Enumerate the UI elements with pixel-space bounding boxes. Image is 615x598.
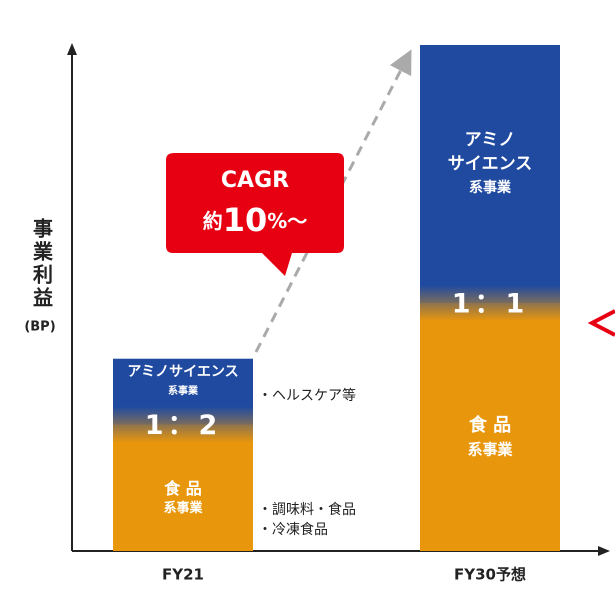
segment-label: 食 品 <box>163 479 202 498</box>
callout-title: CAGR <box>221 168 289 193</box>
ratio-label: 1：2 <box>145 410 222 441</box>
cropped-arrow <box>587 309 615 337</box>
callout-number: 10 <box>223 201 268 239</box>
callout-suffix: %～ <box>267 209 307 233</box>
bar-segment <box>420 45 560 304</box>
segment-label: アミノ <box>465 130 516 150</box>
segment-label: 系事業 <box>163 500 203 516</box>
bar-segment <box>113 424 253 551</box>
segment-label: 系事業 <box>467 441 513 459</box>
callout-text: 約10%～ <box>203 201 308 239</box>
y-axis-unit: (BP) <box>24 320 55 335</box>
segment-label: 系事業 <box>168 384 199 397</box>
callout-box <box>166 153 344 276</box>
note: ・ヘルスケア等 <box>258 387 356 404</box>
note: ・冷凍食品 <box>258 521 328 538</box>
x-tick-label: FY30予想 <box>454 566 526 584</box>
bar-segment <box>420 303 560 551</box>
segment-label: サイエンス <box>448 154 533 174</box>
segment-label: 系事業 <box>469 179 512 196</box>
growth-arrow <box>254 49 412 353</box>
segment-blend <box>113 406 253 443</box>
y-axis-label: 事業利益 <box>30 217 54 310</box>
segment-label: 食 品 <box>468 414 511 436</box>
callout-prefix: 約 <box>203 209 223 233</box>
note: ・調味料・食品 <box>258 501 356 518</box>
x-axis-arrow <box>598 546 610 556</box>
y-axis-arrow <box>67 43 77 55</box>
ratio-label: 1：1 <box>452 289 529 320</box>
segment-blend <box>420 285 560 322</box>
segment-label: アミノサイエンス <box>127 364 238 380</box>
x-tick-label: FY21 <box>162 566 204 584</box>
